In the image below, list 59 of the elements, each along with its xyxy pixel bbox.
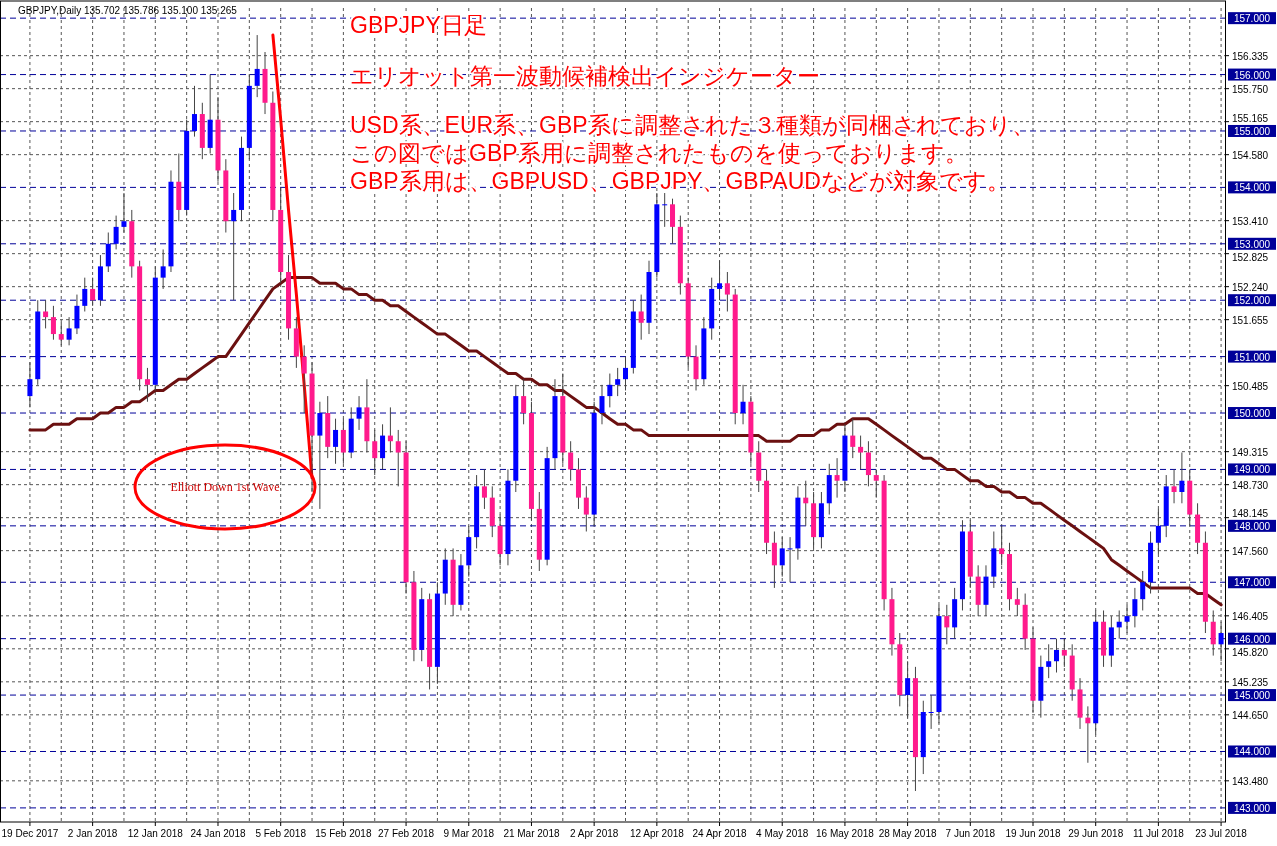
x-tick-label: 15 Feb 2018 — [315, 828, 372, 839]
x-tick-label: 7 Jun 2018 — [945, 828, 996, 839]
ref-line-label: 151.000 — [1233, 351, 1271, 363]
x-tick-label: 23 Jul 2018 — [1195, 828, 1248, 839]
ref-line-label: 146.000 — [1233, 633, 1271, 645]
line-series — [28, 276, 1223, 607]
y-tick-label: 149.315 — [1232, 446, 1269, 458]
line-series — [271, 33, 314, 480]
annotation: GBPJPY,Daily 135.702 135.786 135.100 135.265 — [18, 5, 238, 16]
x-tick-label: 28 May 2018 — [878, 828, 937, 839]
x-tick-label: 19 Dec 2017 — [1, 828, 59, 839]
x-tick-label: 9 Mar 2018 — [443, 828, 495, 839]
ref-line-label: 144.000 — [1233, 746, 1271, 758]
y-tick-label: 146.405 — [1232, 610, 1269, 622]
y-tick-label: 148.145 — [1232, 507, 1269, 519]
y-tick-label: 148.730 — [1232, 479, 1269, 491]
x-tick-label: 2 Apr 2018 — [569, 828, 619, 839]
annotation: Elliott Down 1st Wave — [170, 480, 280, 494]
x-tick-label: 27 Feb 2018 — [377, 828, 435, 839]
x-tick-label: 21 Mar 2018 — [503, 828, 560, 839]
ref-line-label: 145.000 — [1233, 690, 1271, 702]
y-tick-label: 145.820 — [1232, 646, 1269, 658]
y-tick-label: 156.335 — [1232, 50, 1269, 62]
x-tick-label: 4 May 2018 — [756, 828, 809, 839]
x-tick-label: 16 May 2018 — [816, 828, 875, 839]
x-tick-label: 24 Apr 2018 — [692, 828, 747, 839]
ref-line-label: 156.000 — [1233, 69, 1271, 81]
annotation: この図ではGBP系用に調整されたものを使っております。 — [350, 140, 968, 166]
y-tick-label: 155.165 — [1232, 112, 1269, 124]
y-tick-label: 144.650 — [1232, 709, 1269, 721]
y-tick-label: 154.580 — [1232, 149, 1269, 161]
y-tick-label: 145.235 — [1232, 676, 1269, 688]
ref-line-label: 150.000 — [1233, 408, 1271, 420]
x-tick-label: 2 Jan 2018 — [67, 828, 118, 839]
ref-line-label: 143.000 — [1233, 802, 1271, 814]
y-tick-label: 143.480 — [1232, 775, 1269, 787]
ref-line-label: 148.000 — [1233, 520, 1271, 532]
chart-title: GBPJPY日足 — [350, 12, 487, 38]
ref-line-label: 147.000 — [1233, 577, 1271, 589]
y-tick-label: 153.410 — [1232, 215, 1269, 227]
ref-line-label: 152.000 — [1233, 295, 1271, 307]
y-tick-label: 155.750 — [1232, 83, 1269, 95]
ref-line-label: 153.000 — [1233, 238, 1271, 250]
y-tick-label: 147.560 — [1232, 545, 1269, 557]
ref-line-label: 149.000 — [1233, 464, 1271, 476]
ref-line-label: 155.000 — [1233, 125, 1271, 137]
x-tick-label: 19 Jun 2018 — [1005, 828, 1061, 839]
x-tick-label: 11 Jul 2018 — [1132, 828, 1185, 839]
ref-line-label: 157.000 — [1233, 13, 1271, 25]
x-tick-label: 5 Feb 2018 — [255, 828, 307, 839]
y-tick-label: 152.825 — [1232, 251, 1269, 263]
y-tick-label: 152.240 — [1232, 281, 1269, 293]
y-tick-label: 151.655 — [1232, 314, 1269, 326]
x-tick-label: 12 Jan 2018 — [127, 828, 184, 839]
y-tick-label: 150.485 — [1232, 380, 1269, 392]
ref-line-label: 154.000 — [1233, 182, 1271, 194]
x-tick-label: 12 Apr 2018 — [629, 828, 685, 839]
x-tick-label: 29 Jun 2018 — [1068, 828, 1124, 839]
x-tick-label: 24 Jan 2018 — [190, 828, 246, 839]
